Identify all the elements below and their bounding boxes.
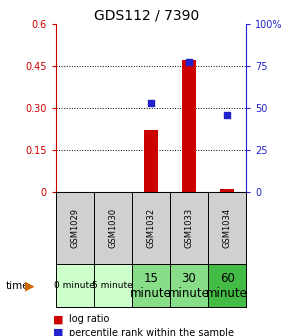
Text: 30
minute: 30 minute bbox=[168, 271, 210, 300]
Text: GSM1034: GSM1034 bbox=[223, 208, 231, 248]
Text: 60
minute: 60 minute bbox=[206, 271, 248, 300]
Bar bbox=[182, 60, 196, 192]
Bar bbox=[220, 189, 234, 192]
Text: ▶: ▶ bbox=[25, 279, 34, 292]
Text: GDS112 / 7390: GDS112 / 7390 bbox=[94, 8, 199, 23]
Point bbox=[187, 59, 191, 65]
Text: percentile rank within the sample: percentile rank within the sample bbox=[69, 328, 234, 336]
Point bbox=[149, 101, 153, 106]
Text: time: time bbox=[6, 281, 30, 291]
Text: GSM1032: GSM1032 bbox=[146, 208, 155, 248]
Point bbox=[225, 113, 229, 118]
Text: GSM1029: GSM1029 bbox=[70, 208, 79, 248]
Bar bbox=[144, 130, 158, 192]
Text: ■: ■ bbox=[53, 328, 64, 336]
Text: log ratio: log ratio bbox=[69, 314, 109, 324]
Text: GSM1033: GSM1033 bbox=[185, 208, 193, 248]
Text: 15
minute: 15 minute bbox=[130, 271, 172, 300]
Text: ■: ■ bbox=[53, 314, 64, 324]
Text: 5 minute: 5 minute bbox=[92, 281, 133, 290]
Text: 0 minute: 0 minute bbox=[54, 281, 95, 290]
Text: GSM1030: GSM1030 bbox=[108, 208, 117, 248]
